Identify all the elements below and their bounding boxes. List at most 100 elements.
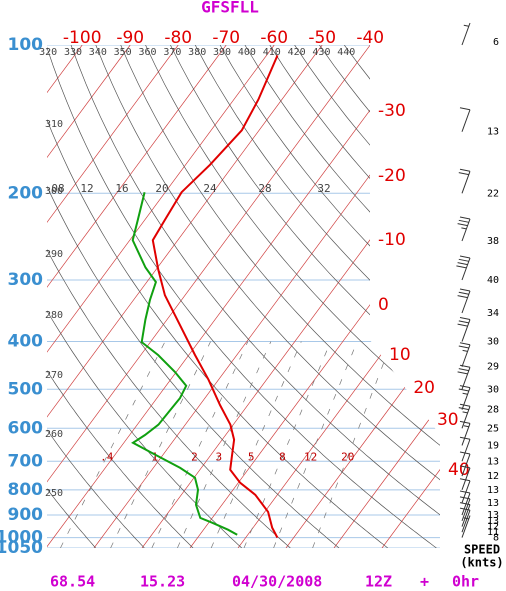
barb-full bbox=[457, 323, 468, 327]
isotherm-label: -80 bbox=[164, 28, 192, 48]
wind-barb bbox=[459, 107, 471, 132]
dry-adiabat bbox=[319, 45, 440, 548]
mixing-ratio-label: 3 bbox=[216, 450, 223, 463]
isotherm-label: -10 bbox=[378, 230, 406, 250]
barb-full bbox=[458, 407, 469, 411]
pressure-label: 500 bbox=[8, 379, 44, 399]
barb-staff bbox=[461, 498, 471, 522]
chart-title: GFSFLL bbox=[201, 0, 259, 17]
adiabat-label: 320 bbox=[39, 47, 57, 58]
wind-speed: 13 bbox=[487, 485, 499, 496]
dry-adiabat bbox=[95, 45, 440, 548]
barb-staff bbox=[461, 504, 471, 527]
barb-full bbox=[459, 255, 471, 259]
wind-barb bbox=[458, 342, 471, 367]
barb-half bbox=[462, 392, 468, 395]
isotherm bbox=[141, 45, 440, 548]
mixing-ratio-label: 12 bbox=[304, 450, 317, 463]
adiabat-label: 400 bbox=[238, 47, 256, 58]
wind-barb bbox=[459, 436, 471, 462]
dry-adiabat bbox=[47, 45, 340, 548]
isotherm-label: -30 bbox=[378, 101, 406, 121]
wind-barb bbox=[456, 255, 471, 281]
wind-speed: 8 bbox=[493, 533, 499, 544]
dry-adiabat bbox=[120, 45, 440, 548]
profile-line bbox=[131, 191, 238, 536]
mixing-ratio-label: 5 bbox=[248, 450, 255, 463]
mixing-ratio-label: .4 bbox=[100, 450, 114, 463]
wind-barb bbox=[458, 385, 471, 410]
barb-full bbox=[458, 219, 469, 223]
isotherm-label: 20 bbox=[413, 378, 435, 398]
upper-scale-label: 12 bbox=[80, 182, 93, 195]
footer-text: 0hr bbox=[452, 573, 479, 591]
barb-staff bbox=[461, 439, 471, 462]
dry-adiabat bbox=[170, 45, 440, 548]
barb-staff bbox=[461, 509, 471, 533]
mixing-ratio-label: 1 bbox=[152, 450, 159, 463]
adiabat-label: 390 bbox=[213, 47, 231, 58]
pressure-label: 400 bbox=[8, 332, 44, 352]
pressure-label: 100 bbox=[8, 35, 44, 55]
isotherm bbox=[47, 45, 275, 548]
wind-barb bbox=[461, 515, 471, 538]
wind-barb bbox=[459, 507, 471, 533]
adiabat-label: 290 bbox=[45, 249, 63, 260]
dry-adiabat bbox=[344, 45, 440, 548]
barb-staff bbox=[461, 467, 471, 490]
upper-scale-label: 32 bbox=[317, 182, 330, 195]
footer-text: 68.54 bbox=[50, 573, 95, 591]
wind-barb bbox=[457, 288, 471, 314]
barb-half bbox=[461, 227, 467, 230]
dry-adiabat bbox=[194, 45, 440, 548]
isotherm-label: -40 bbox=[356, 28, 384, 48]
barb-full bbox=[459, 436, 471, 440]
wind-speed: 38 bbox=[487, 236, 499, 247]
dry-adiabat bbox=[70, 45, 440, 548]
wind-speed: 34 bbox=[487, 308, 499, 319]
barb-full bbox=[458, 320, 469, 324]
wind-barb bbox=[459, 451, 471, 477]
barb-full bbox=[459, 478, 471, 482]
upper-scale-label: 24 bbox=[203, 182, 217, 195]
adiabat-label: 430 bbox=[312, 47, 330, 58]
isotherm-label: 0 bbox=[378, 295, 389, 315]
barb-full bbox=[459, 496, 471, 500]
wind-speed: 12 bbox=[487, 522, 499, 533]
dry-adiabat bbox=[47, 45, 96, 548]
barb-full bbox=[459, 168, 471, 172]
mixing-ratio-line bbox=[60, 341, 166, 548]
footer-text: 15.23 bbox=[140, 573, 185, 591]
isotherm-label: -20 bbox=[378, 166, 406, 186]
wind-barb bbox=[459, 496, 471, 522]
wind-speed: 13 bbox=[487, 510, 499, 521]
wind-barb bbox=[459, 465, 471, 490]
barb-full bbox=[459, 490, 471, 494]
barb-full bbox=[459, 364, 471, 368]
dry-adiabat bbox=[47, 45, 389, 548]
mixing-ratio-label: 20 bbox=[341, 450, 354, 463]
wind-speed: 25 bbox=[487, 423, 499, 434]
barb-staff bbox=[461, 453, 471, 477]
wind-speed: 13 bbox=[487, 516, 499, 527]
dry-adiabat bbox=[47, 45, 243, 548]
wind-speed: 13 bbox=[487, 127, 499, 138]
barb-full bbox=[459, 385, 471, 389]
barb-full bbox=[458, 291, 469, 295]
profile-line bbox=[151, 55, 279, 539]
barb-full bbox=[459, 420, 471, 424]
dry-adiabat bbox=[47, 45, 437, 548]
pressure-label: 300 bbox=[8, 270, 44, 290]
adiabat-label: 350 bbox=[114, 47, 132, 58]
isotherm bbox=[47, 45, 179, 548]
pressure-label: 1050 bbox=[0, 538, 43, 558]
wind-barb bbox=[457, 364, 471, 390]
wind-speed: 12 bbox=[487, 471, 499, 482]
mixing-ratio-line bbox=[243, 341, 331, 548]
mixing-ratio-line bbox=[177, 341, 272, 548]
barb-full bbox=[459, 403, 471, 407]
isotherm bbox=[47, 45, 83, 548]
isotherm-label: -90 bbox=[116, 28, 144, 48]
barb-full bbox=[459, 317, 471, 321]
